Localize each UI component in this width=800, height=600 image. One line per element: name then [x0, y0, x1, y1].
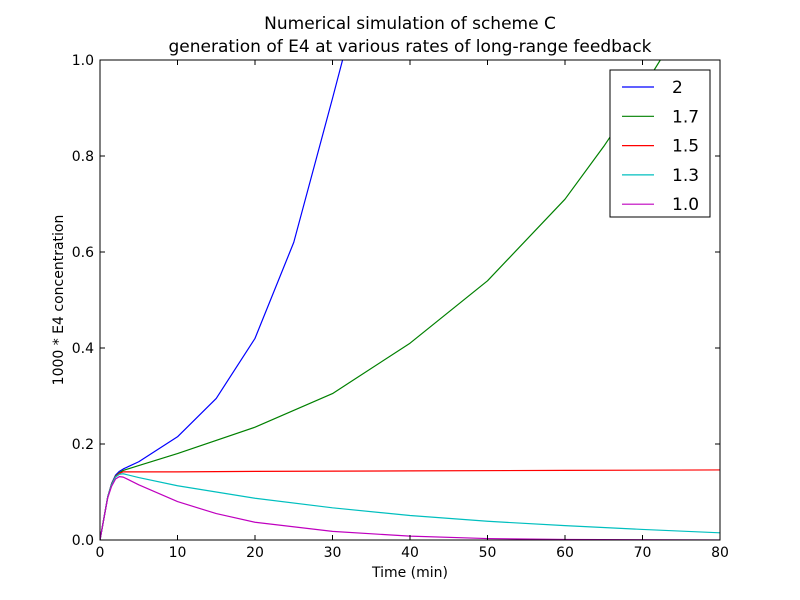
x-tick-label: 80: [711, 545, 729, 561]
legend-box: [609, 69, 711, 218]
x-tick-label: 50: [479, 545, 497, 561]
x-tick-label: 40: [401, 545, 419, 561]
legend-label-3: 1.3: [672, 166, 699, 186]
y-axis-label: 1000 * E4 concentration: [51, 215, 67, 386]
x-tick-label: 20: [246, 545, 264, 561]
x-axis-label: Time (min): [371, 565, 448, 581]
legend-label-2: 1.5: [672, 137, 699, 157]
ticks-layer: 0 10 20 30 40 50 60 70 80 0.0 0.2 0.4 0.6 0.8 1.0: [72, 53, 729, 561]
legend-label-1: 1.7: [672, 107, 699, 127]
y-tick-label: 0.8: [72, 149, 94, 165]
y-tick-label: 0.6: [72, 245, 94, 261]
x-tick-label: 60: [556, 545, 574, 561]
legend: 2 1.7 1.5 1.3 1.0: [609, 69, 711, 218]
y-tick-label: 0.2: [72, 437, 94, 453]
y-tick-label: 0.0: [72, 533, 94, 549]
x-tick-label: 70: [634, 545, 652, 561]
legend-label-4: 1.0: [672, 195, 699, 215]
x-tick-label: 30: [324, 545, 342, 561]
y-tick-label: 1.0: [72, 53, 94, 69]
x-tick-label: 0: [96, 545, 105, 561]
y-tick-label: 0.4: [72, 341, 94, 357]
legend-label-0: 2: [672, 78, 683, 98]
chart-title: Numerical simulation of scheme C: [264, 14, 556, 34]
x-tick-label: 10: [169, 545, 187, 561]
series-layer: [100, 60, 720, 540]
chart-subtitle: generation of E4 at various rates of lon…: [168, 37, 651, 57]
series-line-4: [100, 476, 720, 540]
